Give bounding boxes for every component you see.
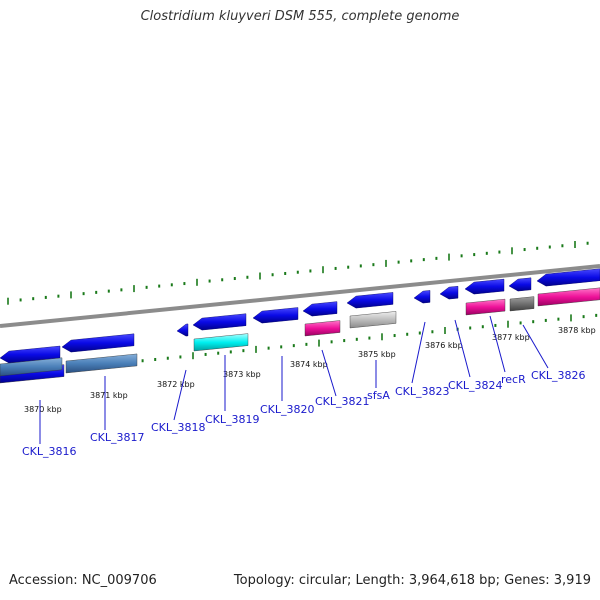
genome-summary-text: Topology: circular; Length: 3,964,618 bp… [233, 573, 591, 588]
gene-label[interactable]: CKL_3818 [151, 421, 206, 434]
cds-arrow[interactable] [508, 277, 532, 292]
scale-label: 3876 kbp [425, 341, 463, 350]
gene-label[interactable]: CKL_3816 [22, 445, 77, 458]
gene-label-connector [489, 315, 506, 373]
cds-arrow[interactable] [536, 268, 600, 287]
scale-label: 3874 kbp [290, 360, 328, 369]
gene-label[interactable]: CKL_3820 [260, 403, 315, 416]
gene-label[interactable]: CKL_3824 [448, 379, 503, 392]
feature-block-magenta[interactable] [537, 287, 600, 307]
gene-label[interactable]: CKL_3823 [395, 385, 450, 398]
gene-label[interactable]: CKL_3817 [90, 431, 145, 444]
feature-block-magenta[interactable] [304, 320, 341, 337]
gene-label-connector [454, 319, 471, 378]
cds-arrow[interactable] [252, 307, 299, 324]
cds-arrow[interactable] [176, 323, 189, 337]
genome-backbone [0, 264, 600, 328]
feature-block-cyan[interactable] [193, 333, 249, 352]
feature-block-lightgray[interactable] [349, 311, 397, 329]
feature-block-steelblue[interactable] [0, 357, 63, 377]
cds-arrow[interactable] [192, 313, 247, 331]
scale-label: 3871 kbp [90, 391, 128, 400]
gene-label-connector [173, 369, 187, 421]
scale-label: 3872 kbp [157, 380, 195, 389]
cds-arrow[interactable] [346, 292, 394, 309]
gene-label[interactable]: CKL_3826 [531, 369, 586, 382]
scale-label: 3873 kbp [223, 370, 261, 379]
feature-block-magenta[interactable] [465, 298, 506, 316]
gene-label-connector [411, 321, 426, 384]
feature-block-steelblue[interactable] [65, 353, 138, 374]
cds-arrow[interactable] [413, 290, 431, 304]
gene-label[interactable]: recR [501, 373, 526, 386]
gene-label-connector [522, 324, 549, 369]
cds-arrow[interactable] [0, 345, 61, 364]
cds-arrow[interactable] [439, 285, 459, 300]
cds-arrow[interactable] [464, 278, 505, 295]
gene-label[interactable]: CKL_3821 [315, 395, 370, 408]
accession-text: Accession: NC_009706 [9, 573, 157, 588]
feature-block-darkgray[interactable] [509, 296, 535, 312]
scale-label: 3877 kbp [492, 333, 530, 342]
cds-arrow[interactable] [61, 333, 135, 353]
gene-label-connector [321, 349, 337, 397]
scale-label: 3870 kbp [24, 405, 62, 414]
scale-label: 3878 kbp [558, 326, 596, 335]
gene-label[interactable]: sfsA [367, 389, 390, 402]
scale-label: 3875 kbp [358, 350, 396, 359]
cds-arrow[interactable] [302, 301, 338, 317]
map-title: Clostridium kluyveri DSM 555, complete g… [140, 9, 460, 24]
gene-label[interactable]: CKL_3819 [205, 413, 260, 426]
